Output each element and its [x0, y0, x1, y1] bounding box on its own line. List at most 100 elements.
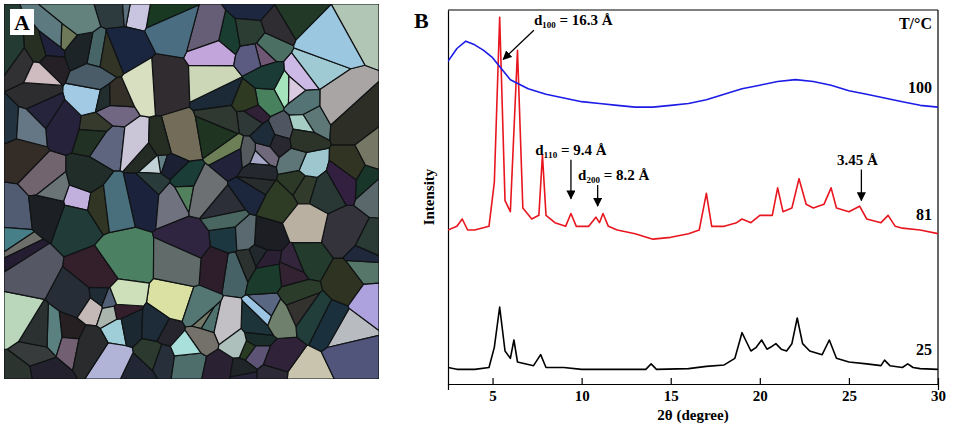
annotation-text: d₁₀₀ = 16.3 Å	[534, 12, 613, 28]
micrograph-ground	[4, 4, 379, 379]
x-tick: 15	[664, 378, 679, 404]
series-line	[448, 307, 938, 369]
annotation-arrow	[597, 185, 598, 206]
micrograph-cell	[152, 54, 190, 116]
micrograph-cell	[348, 283, 379, 330]
micrograph-cell	[89, 287, 109, 306]
micrograph-cell	[230, 358, 257, 377]
x-tick-mark	[492, 378, 493, 384]
y-axis-line	[448, 11, 449, 385]
micrograph-cell	[123, 4, 131, 27]
x-tick: 5	[489, 378, 497, 404]
annotation-text: 3.45 Å	[837, 152, 878, 168]
micrograph-cell	[288, 76, 305, 104]
micrograph-cell	[235, 18, 265, 46]
micrograph-cell	[36, 172, 69, 202]
x-tick: 25	[842, 378, 857, 404]
x-tick: 30	[931, 378, 946, 404]
micrograph-cell	[277, 279, 322, 305]
micrograph-cell	[182, 285, 223, 327]
x-tick-mark	[760, 378, 761, 384]
y-axis	[448, 11, 449, 385]
micrograph-cell	[218, 328, 246, 358]
micrograph-cell	[193, 105, 239, 133]
x-axis-title: 2θ (degree)	[657, 407, 728, 424]
x-tick-label: 20	[753, 388, 768, 404]
micrograph-cell	[30, 357, 77, 379]
micrograph-cell	[95, 84, 110, 113]
annotation-arrow	[570, 160, 571, 199]
series-line	[448, 41, 938, 107]
micrograph-cell	[294, 4, 365, 68]
micrograph-cell	[261, 5, 296, 46]
micrograph-cell	[184, 41, 236, 66]
plot-area	[448, 17, 938, 369]
micrograph-cell	[228, 177, 266, 215]
micrograph-cell	[276, 148, 306, 174]
panel-label: B	[414, 8, 429, 33]
micrograph-cell	[209, 227, 237, 253]
micrograph-cell	[268, 299, 297, 339]
micrograph-cell	[26, 93, 64, 129]
micrograph-cell	[138, 155, 160, 173]
micrograph-cell	[189, 163, 228, 218]
figure: A510152025302θ (degree)IntensityBT/°C258…	[0, 0, 958, 429]
micrograph-cell	[290, 129, 331, 152]
x-tick: 20	[753, 378, 768, 404]
x-axis: 5 10 15 20 25 30	[449, 378, 947, 404]
x-tick-mark	[938, 378, 939, 384]
micrograph-cell	[145, 5, 199, 58]
micrograph-cell	[354, 179, 379, 218]
x-axis-line	[449, 385, 939, 391]
micrograph-cell	[120, 116, 149, 172]
series-line	[448, 17, 938, 239]
micrograph-cell	[73, 325, 109, 379]
micrograph-cell	[136, 172, 170, 194]
micrograph-cell	[110, 279, 149, 306]
annotation-arrow	[503, 30, 534, 59]
series-label: 100	[908, 79, 932, 96]
x-tick-mark	[582, 378, 583, 384]
panel-label-ground	[10, 9, 34, 35]
micrograph-cell	[161, 154, 189, 180]
micrograph-cell	[282, 204, 327, 243]
x-tick-label: 25	[842, 388, 857, 404]
micrograph-cell	[250, 150, 270, 165]
micrograph-cell	[63, 245, 118, 288]
x-tick-mark	[671, 378, 672, 384]
micrograph-cell	[250, 120, 275, 146]
x-tick-label: 15	[664, 388, 679, 404]
annotation-text: d₁₁₀ = 9.4 Å	[535, 142, 606, 158]
micrograph-cell	[280, 242, 304, 272]
micrograph-cell	[122, 58, 156, 118]
panel-b: 510152025302θ (degree)IntensityBT/°C2581…	[414, 8, 946, 424]
micrograph-cell	[4, 291, 44, 349]
micrograph-cell	[355, 217, 379, 255]
plot-frame	[937, 10, 938, 384]
micrograph-cell	[232, 78, 259, 111]
micrograph-cell	[234, 44, 261, 77]
micrograph-cell	[4, 243, 64, 299]
micrograph-cell	[237, 163, 278, 180]
panel-label: A	[14, 10, 30, 35]
plot-frame	[448, 9, 938, 10]
micrograph-cell	[103, 171, 135, 233]
micrograph-cell	[4, 349, 32, 379]
legend-title: T/°C	[899, 15, 932, 32]
micrograph-cell	[24, 62, 63, 85]
micrograph-cell	[321, 335, 379, 379]
micrograph-cell	[149, 116, 172, 156]
x-tick: 10	[575, 378, 590, 404]
micrograph-cell	[170, 330, 201, 356]
micrograph-cell	[121, 309, 143, 348]
micrograph-cell	[153, 237, 201, 286]
micrograph-cell	[245, 264, 281, 295]
x-tick-label: 10	[575, 388, 590, 404]
annotations: d₁₀₀ = 16.3 Å d₁₁₀ = 9.4 Å d₂₀₀ = 8.2 Å 3.4…	[503, 12, 878, 206]
x-tick-label: 30	[931, 388, 946, 404]
micrograph-cell	[4, 182, 32, 230]
micrograph-cell	[320, 65, 379, 125]
annotation-text: d₂₀₀ = 8.2 Å	[578, 167, 649, 183]
x-tick-mark	[849, 378, 850, 384]
micrograph-cell	[96, 306, 116, 328]
